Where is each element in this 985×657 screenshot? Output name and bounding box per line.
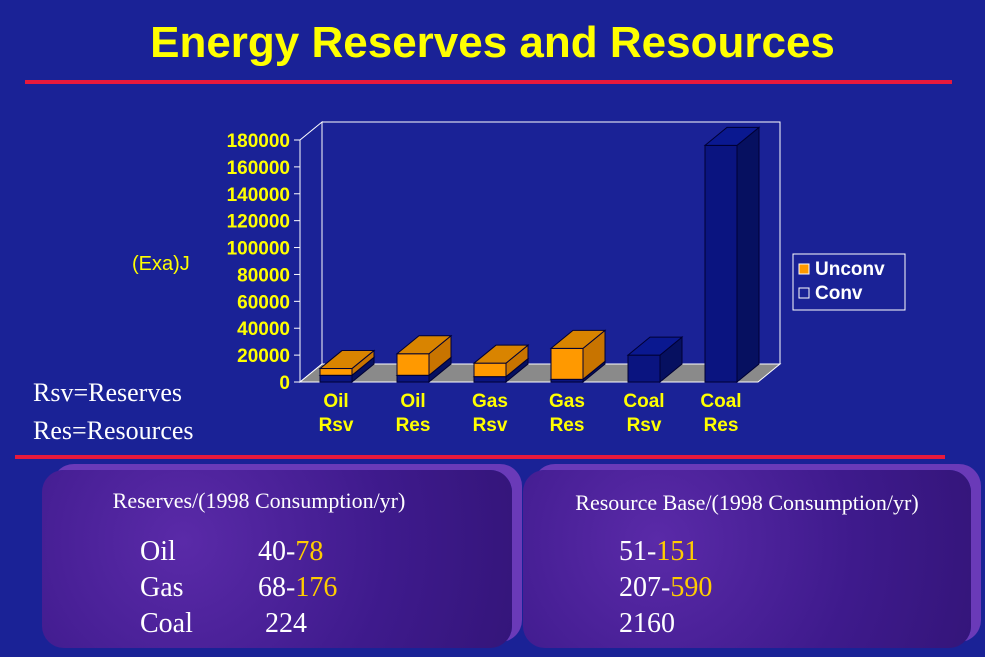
x-tick-label: Gas [472,391,508,412]
bar-top-unconv [472,344,530,364]
value-low: 51- [619,536,657,567]
value-high: 151 [656,536,699,567]
y-tick-label: 180000 [227,131,290,152]
x-tick-label: Coal [623,391,664,412]
bar-top-conv [626,336,684,356]
top-divider [25,80,952,84]
bar-top-unconv [549,329,607,349]
bar-top-conv [703,126,761,146]
bar-conv [627,354,661,383]
y-axis-label: (Exa)J [132,253,190,275]
note-resources: Res=Resources [33,416,194,445]
x-tick-label: Rsv [319,415,354,436]
x-tick-label: Coal [700,391,741,412]
legend-label-unconv: Unconv [815,259,885,280]
bar-side-conv [736,126,760,384]
resources-row-value: 207-590 [619,572,712,604]
legend-box [792,253,906,311]
x-tick-label: Res [396,415,431,436]
energy-chart: 0 20000 40000 60000 80000 100000 120000 140000 1… [132,120,906,436]
bar-top-unconv [395,335,453,355]
reserves-row-value: 224 [258,608,307,640]
value-low: 224 [258,608,307,639]
bottom-divider [15,455,945,459]
left-wall [299,120,323,384]
y-tick-label: 40000 [237,319,290,340]
bar-unconv [473,362,507,378]
bar-conv [473,376,507,383]
bar-conv [396,374,430,383]
y-tick-label: 100000 [227,239,290,260]
y-tick-label: 20000 [237,346,290,367]
resources-row-value: 2160 [619,608,675,640]
legend-swatch-conv [798,287,810,299]
resources-panel: Resource Base/(1998 Consumption/yr) 51-1… [523,470,971,648]
bar-conv [704,144,738,383]
value-high: 176 [295,572,338,603]
note-reserves: Rsv=Reserves [33,378,182,407]
bar-conv [319,374,353,383]
x-tick-label: Oil [400,391,425,412]
x-tick-label: Res [550,415,585,436]
resources-row-value: 51-151 [619,536,698,568]
x-tick-label: Gas [549,391,585,412]
resources-panel-title: Resource Base/(1998 Consumption/yr) [575,490,919,515]
bar-unconv [319,368,353,376]
reserves-panel: Reserves/(1998 Consumption/yr) Oil 40-78… [42,470,512,648]
y-tick-label: 140000 [227,185,290,206]
bar-unconv [550,347,584,380]
x-tick-label: Res [704,415,739,436]
value-high: 590 [670,572,713,603]
reserves-row-label: Oil [140,536,176,567]
legend-swatch-unconv [798,263,810,275]
y-tick-label: 160000 [227,158,290,179]
legend-label-conv: Conv [815,283,863,304]
x-tick-label: Rsv [473,415,508,436]
y-tick-label: 120000 [227,212,290,233]
page-title: Energy Reserves and Resources [150,18,835,67]
y-tick-label: 80000 [237,265,290,286]
reserves-panel-title: Reserves/(1998 Consumption/yr) [112,488,406,513]
reserves-row-label: Coal [140,608,193,639]
value-high: 78 [295,536,324,567]
reserves-row-label: Gas [140,572,184,603]
value-low: 40- [258,536,296,567]
x-tick-label: Rsv [627,415,662,436]
reserves-row-value: 68-176 [258,572,337,604]
value-low: 68- [258,572,296,603]
bar-unconv [396,353,430,376]
value-low: 207- [619,572,671,603]
reserves-row-value: 40-78 [258,536,323,568]
y-tick-label: 60000 [237,292,290,313]
value-low: 2160 [619,608,675,639]
y-tick-label: 0 [279,373,290,394]
bar-top-unconv [318,350,376,370]
x-tick-label: Oil [323,391,348,412]
